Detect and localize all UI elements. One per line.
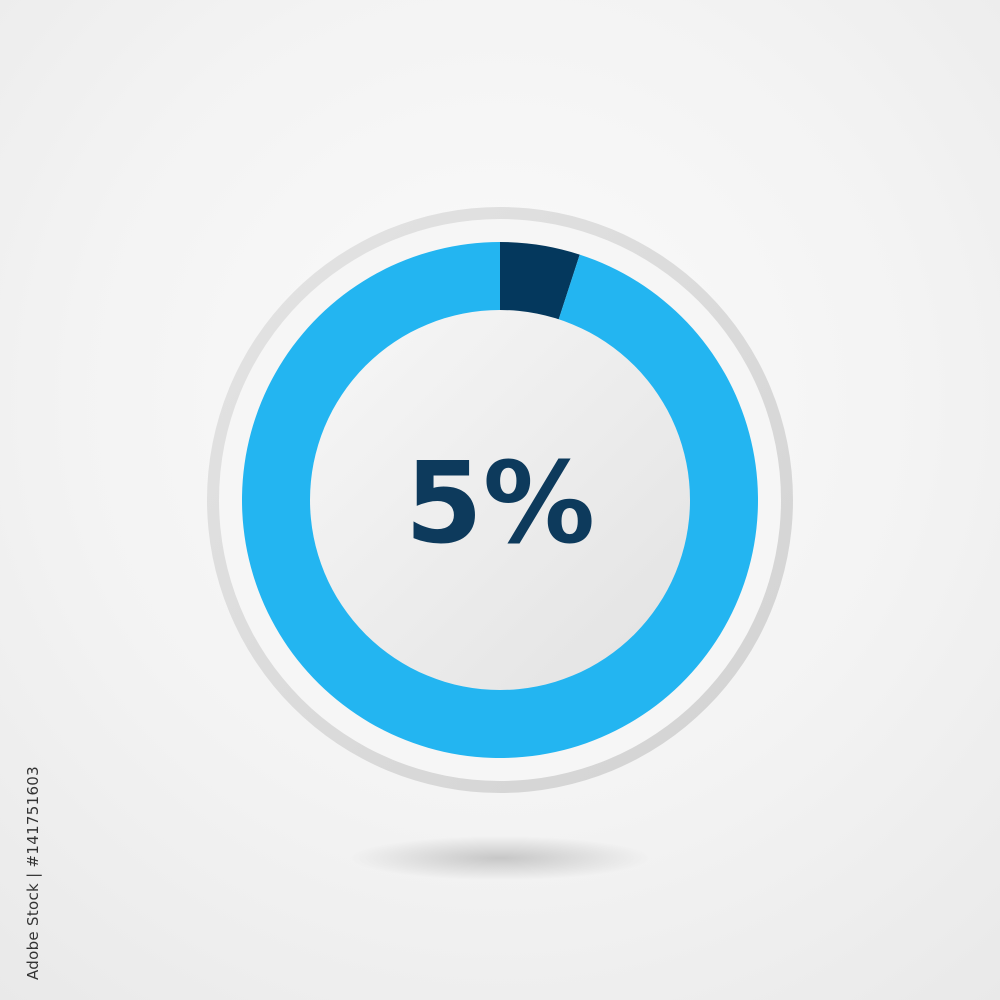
drop-shadow [350,836,650,880]
donut-hole [310,310,690,690]
stock-credit: Adobe Stock | #141751603 [24,766,42,980]
center-label: 5% [405,439,595,569]
